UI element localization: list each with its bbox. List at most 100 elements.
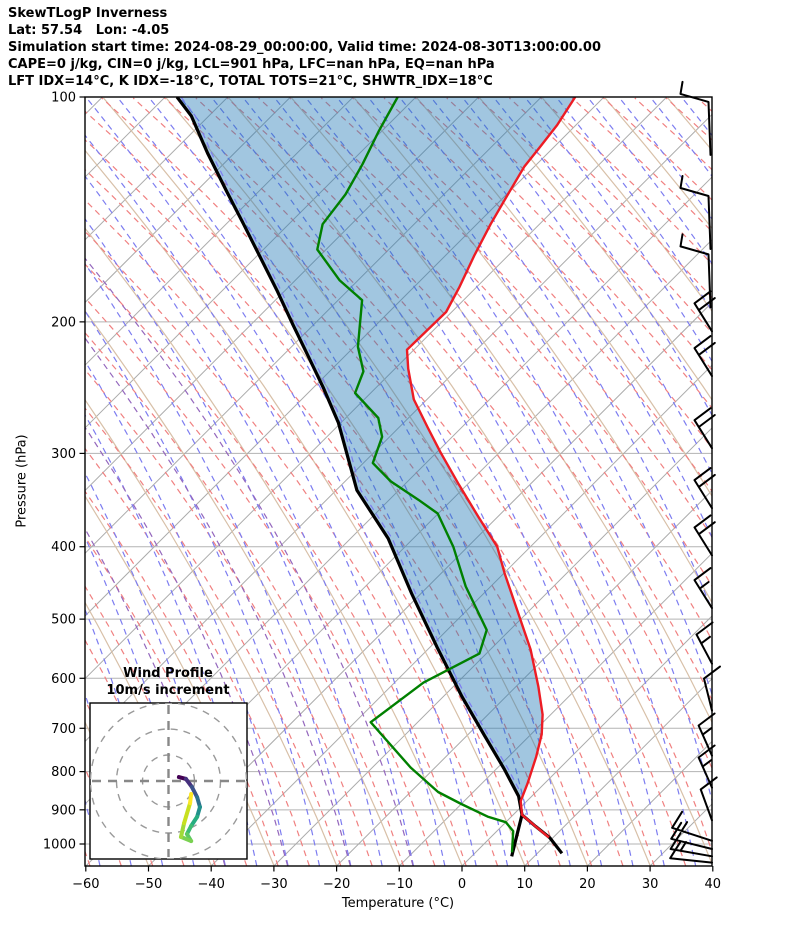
wind-barb xyxy=(679,80,712,156)
dry-adiabat-dashed xyxy=(665,97,712,141)
hodograph-inset xyxy=(89,702,248,860)
x-tick-label: 20 xyxy=(579,877,596,892)
hodograph-subtitle: 10m/s increment xyxy=(106,683,230,698)
dry-adiabat-dashed xyxy=(85,230,499,866)
isotherm-gridline xyxy=(461,615,712,866)
x-tick-label: −10 xyxy=(386,877,413,892)
indices-line-2: LFT IDX=14°C, K IDX=-18°C, TOTAL TOTS=21… xyxy=(8,74,493,89)
parcel-moist-adiabat-dashed xyxy=(180,97,527,815)
plot-border xyxy=(84,96,713,867)
isotherm-gridline xyxy=(85,113,712,743)
x-tick-label: 10 xyxy=(516,877,533,892)
x-tick-label: −20 xyxy=(323,877,350,892)
moist-adiabat-dashed xyxy=(85,217,383,866)
dry-adiabat-dashed xyxy=(85,447,310,866)
dry-adiabat-dashed xyxy=(85,331,405,866)
wind-barb xyxy=(679,174,712,250)
isotherm-gridline xyxy=(273,427,712,866)
dry-adiabat-line xyxy=(85,398,338,866)
dry-adiabat-line xyxy=(667,97,712,152)
parcel-surface-branch-left xyxy=(510,814,524,857)
location-line: Lat: 57.54 Lon: -4.05 xyxy=(8,23,170,38)
dry-adiabat-line xyxy=(291,97,712,724)
hodograph-trace-segment xyxy=(188,792,194,806)
y-axis-label: Pressure (hPa) xyxy=(14,434,30,528)
y-tick-label: 400 xyxy=(51,540,76,555)
isotherm-gridline xyxy=(398,552,712,866)
y-tick-label: 500 xyxy=(51,613,76,628)
dry-adiabat-dashed xyxy=(85,368,373,866)
dry-adiabat-line xyxy=(85,227,463,866)
dry-adiabat-dashed xyxy=(508,97,712,299)
y-tick-label: 100 xyxy=(51,91,76,106)
time-line: Simulation start time: 2024-08-29_00:00:… xyxy=(8,40,601,55)
dry-adiabat-dashed xyxy=(634,97,712,171)
dry-adiabat-line xyxy=(228,97,712,866)
y-tick-label: 800 xyxy=(51,765,76,780)
y-tick-label: 1000 xyxy=(43,838,76,853)
dry-adiabat-dashed xyxy=(85,407,342,866)
x-axis-label: Temperature (°C) xyxy=(341,896,455,911)
temperature-curve xyxy=(405,97,577,839)
dry-adiabat-dashed xyxy=(414,97,712,410)
dry-adiabat-dashed xyxy=(258,97,712,642)
y-tick-label: 700 xyxy=(51,722,76,737)
y-tick-label: 900 xyxy=(51,803,76,818)
dry-adiabat-dashed xyxy=(477,97,712,334)
moist-adiabat-dashed xyxy=(431,97,712,539)
isotherm-gridline xyxy=(85,97,479,492)
moist-adiabat-dashed xyxy=(337,97,712,803)
axis-ticks: −60 −50 −40 −30 −20 −10 0 10 20 30 40 100 200 300 400 5… xyxy=(43,91,721,893)
y-tick-label: 200 xyxy=(51,315,76,330)
moist-adiabat-dashed xyxy=(525,97,712,363)
moist-adiabat-dashed xyxy=(399,97,712,612)
moist-adiabat-dashed xyxy=(85,175,415,866)
x-tick-label: −50 xyxy=(135,877,162,892)
dry-adiabat-dashed xyxy=(383,97,712,450)
mixing-ratio-dashed xyxy=(85,257,414,866)
mixing-ratio-dashed xyxy=(85,337,351,866)
moist-adiabat-dashed xyxy=(211,97,603,866)
moist-adiabat-dashed xyxy=(117,97,509,866)
dry-adiabat-line xyxy=(541,97,712,313)
x-tick-label: −60 xyxy=(72,877,99,892)
isotherm-gridline xyxy=(85,97,668,680)
y-tick-label: 600 xyxy=(51,672,76,687)
dry-adiabat-line xyxy=(416,97,712,498)
moist-adiabat-dashed xyxy=(650,97,712,178)
dry-adiabat-line xyxy=(604,97,712,230)
isotherm-gridline xyxy=(85,97,354,366)
isotherm-gridline xyxy=(85,97,229,241)
wind-barb xyxy=(669,832,713,858)
dry-adiabat-dashed xyxy=(85,263,467,866)
dry-adiabat-dashed xyxy=(195,97,712,770)
dry-adiabat-line xyxy=(165,97,651,866)
wind-barb xyxy=(669,841,713,864)
dry-adiabat-dashed xyxy=(446,97,712,371)
dry-adiabat-dashed xyxy=(571,97,712,233)
dry-adiabat-dashed xyxy=(226,97,712,702)
wind-barb xyxy=(670,821,713,850)
indices-line-1: CAPE=0 j/kg, CIN=0 j/kg, LCL=901 hPa, LF… xyxy=(8,57,495,72)
wind-barb xyxy=(695,621,714,665)
y-tick-label: 300 xyxy=(51,447,76,462)
dry-adiabat-dashed xyxy=(85,168,561,866)
wind-barb xyxy=(671,810,713,842)
dry-adiabat-dashed xyxy=(289,97,712,588)
parcel-curve xyxy=(175,97,524,816)
hodograph-trace-segment xyxy=(178,821,187,839)
isotherm-gridline xyxy=(148,301,712,866)
isotherm-gridline xyxy=(649,803,712,866)
wind-barbs-column xyxy=(669,80,721,864)
isotherm-gridline xyxy=(85,97,417,429)
moist-adiabat-dashed xyxy=(556,97,712,313)
isotherm-gridline xyxy=(85,97,291,304)
wind-barb xyxy=(699,776,718,822)
moist-adiabat-dashed xyxy=(242,97,634,866)
dry-adiabat-dashed xyxy=(164,97,712,854)
isotherm-gridline xyxy=(210,364,712,866)
moist-adiabat-dashed xyxy=(714,98,794,866)
moist-adiabat-dashed xyxy=(305,97,697,866)
